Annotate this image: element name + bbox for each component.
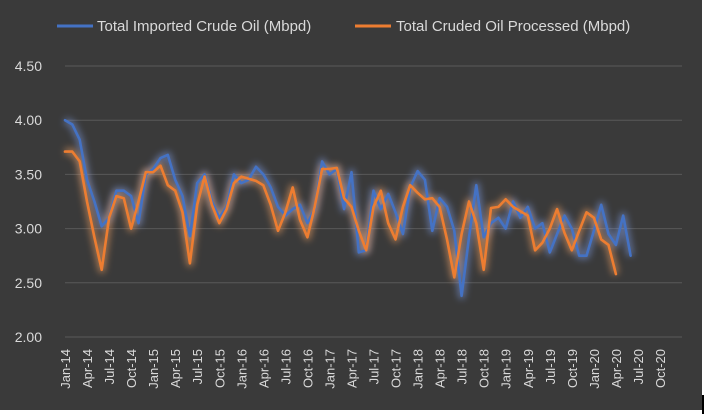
series-lines (63, 117, 635, 300)
y-tick-label: 3.00 (15, 221, 42, 237)
legend-label-processed: Total Cruded Oil Processed (Mbpd) (396, 18, 630, 35)
y-tick-label: 4.00 (15, 112, 42, 128)
x-tick-label: Jan-20 (587, 349, 602, 389)
x-tick-label: Jan-16 (234, 349, 249, 389)
x-tick-label: Jan-18 (411, 349, 426, 389)
x-tick-label: Apr-16 (256, 349, 271, 388)
x-tick-label: Oct-17 (389, 349, 404, 388)
legend-item-imported: Total Imported Crude Oil (Mbpd) (57, 18, 311, 35)
x-tick-label: Apr-18 (433, 349, 448, 388)
legend-item-processed: Total Cruded Oil Processed (Mbpd) (355, 18, 630, 35)
series-line-processed (63, 150, 618, 279)
x-tick-label: Jul-15 (190, 349, 205, 384)
gridlines (65, 65, 682, 338)
x-tick-label: Apr-17 (344, 349, 359, 388)
x-tick-label: Jul-19 (543, 349, 558, 384)
legend: Total Imported Crude Oil (Mbpd) Total Cr… (57, 18, 630, 35)
x-tick-label: Apr-15 (168, 349, 183, 388)
x-axis-ticks: Jan-14 Apr-14 Jul-14 Oct-14 Jan-15 Apr-15 Jul-… (58, 349, 668, 389)
y-tick-label: 4.50 (15, 58, 42, 74)
x-tick-label: Jan-14 (58, 349, 73, 389)
series-line-imported (63, 118, 632, 298)
x-tick-label: Jul-16 (278, 349, 293, 384)
x-tick-label: Jan-19 (499, 349, 514, 389)
y-tick-label: 2.00 (15, 329, 42, 345)
frame-edge (702, 395, 704, 414)
x-tick-label: Apr-14 (80, 349, 95, 388)
x-tick-label: Oct-16 (300, 349, 315, 388)
y-axis-ticks: 2.00 2.50 3.00 3.50 4.00 4.50 (15, 58, 42, 345)
x-tick-label: Oct-14 (124, 349, 139, 388)
x-tick-label: Oct-18 (477, 349, 492, 388)
x-tick-label: Oct-20 (653, 349, 668, 388)
x-tick-label: Jul-18 (455, 349, 470, 384)
x-tick-label: Jul-14 (102, 349, 117, 384)
x-tick-label: Jan-15 (146, 349, 161, 389)
x-tick-label: Jan-17 (322, 349, 337, 389)
series-glow-0 (63, 117, 635, 300)
x-tick-label: Apr-19 (521, 349, 536, 388)
x-tick-label: Oct-15 (212, 349, 227, 388)
legend-label-imported: Total Imported Crude Oil (Mbpd) (97, 18, 311, 35)
x-tick-label: Jul-17 (367, 349, 382, 384)
y-tick-label: 2.50 (15, 275, 42, 291)
x-tick-label: Apr-20 (609, 349, 624, 388)
x-tick-label: Oct-19 (565, 349, 580, 388)
y-tick-label: 3.50 (15, 166, 42, 182)
x-tick-label: Jul-20 (631, 349, 646, 384)
